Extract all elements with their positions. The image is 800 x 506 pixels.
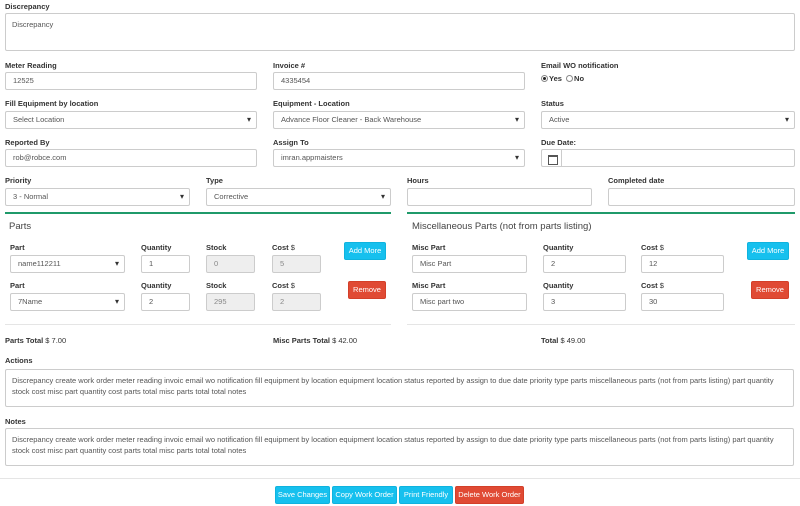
misc-quantity-input[interactable]: 3 bbox=[543, 293, 626, 311]
reported-by-label: Reported By bbox=[5, 138, 50, 147]
parts-total-label: Parts Total bbox=[5, 336, 44, 345]
cost-label-text: Cost bbox=[272, 243, 289, 252]
remove-part-button[interactable]: Remove bbox=[348, 281, 386, 299]
delete-work-order-button[interactable]: Delete Work Order bbox=[455, 486, 524, 504]
cost-label: Cost $ bbox=[272, 243, 295, 252]
email-wo-yes-label: Yes bbox=[549, 74, 562, 83]
invoice-input[interactable]: 4335454 bbox=[273, 72, 525, 90]
misc-bottom-divider bbox=[407, 324, 795, 325]
print-friendly-button[interactable]: Print Friendly bbox=[399, 486, 453, 504]
parts-section-divider bbox=[5, 212, 391, 214]
misc-cost-label-text: Cost bbox=[641, 281, 658, 290]
cost-input: 5 bbox=[272, 255, 321, 273]
part-select[interactable]: 7Name bbox=[10, 293, 125, 311]
email-wo-no-label: No bbox=[574, 74, 585, 83]
misc-quantity-label: Quantity bbox=[543, 243, 574, 252]
meter-reading-label: Meter Reading bbox=[5, 61, 57, 70]
misc-cost-input[interactable]: 30 bbox=[641, 293, 724, 311]
cost-label: Cost $ bbox=[272, 281, 295, 290]
misc-cost-input[interactable]: 12 bbox=[641, 255, 724, 273]
copy-work-order-button[interactable]: Copy Work Order bbox=[332, 486, 397, 504]
remove-misc-part-button[interactable]: Remove bbox=[751, 281, 789, 299]
quantity-label: Quantity bbox=[141, 281, 172, 290]
equipment-location-select[interactable]: Advance Floor Cleaner - Back Warehouse bbox=[273, 111, 525, 129]
grand-total-value: $ 49.00 bbox=[560, 336, 586, 345]
grand-total: Total $ 49.00 bbox=[541, 336, 585, 345]
misc-part-label: Misc Part bbox=[412, 281, 446, 290]
meter-reading-input[interactable]: 12525 bbox=[5, 72, 257, 90]
misc-cost-label: Cost $ bbox=[641, 243, 664, 252]
status-select[interactable]: Active bbox=[541, 111, 795, 129]
add-more-parts-button[interactable]: Add More bbox=[344, 242, 386, 260]
parts-title: Parts bbox=[9, 221, 32, 232]
parts-total: Parts Total $ 7.00 bbox=[5, 336, 66, 345]
equipment-location-label: Equipment - Location bbox=[273, 99, 350, 108]
part-select[interactable]: name112211 bbox=[10, 255, 125, 273]
actions-textarea[interactable]: Discrepancy create work order meter read… bbox=[5, 369, 794, 407]
email-wo-no-radio[interactable] bbox=[566, 75, 574, 82]
invoice-label: Invoice # bbox=[273, 61, 306, 70]
misc-parts-title: Miscellaneous Parts (not from parts list… bbox=[412, 221, 592, 232]
email-wo-options: Yes No bbox=[541, 74, 584, 83]
quantity-label: Quantity bbox=[141, 243, 172, 252]
due-date-input[interactable] bbox=[561, 149, 795, 167]
stock-input: 0 bbox=[206, 255, 255, 273]
hours-label: Hours bbox=[407, 176, 429, 185]
misc-quantity-label: Quantity bbox=[543, 281, 574, 290]
calendar-icon[interactable] bbox=[541, 149, 562, 167]
parts-total-value: $ 7.00 bbox=[45, 336, 67, 345]
parts-bottom-divider bbox=[5, 324, 391, 325]
misc-parts-total-value: $ 42.00 bbox=[332, 336, 358, 345]
assign-to-select[interactable]: imran.appmaisters bbox=[273, 149, 525, 167]
cost-input: 2 bbox=[272, 293, 321, 311]
misc-section-divider bbox=[407, 212, 795, 214]
quantity-input[interactable]: 2 bbox=[141, 293, 190, 311]
priority-select[interactable]: 3 - Normal bbox=[5, 188, 190, 206]
part-label: Part bbox=[10, 281, 25, 290]
grand-total-label: Total bbox=[541, 336, 559, 345]
misc-cost-currency: $ bbox=[659, 243, 664, 252]
email-wo-yes-radio[interactable] bbox=[541, 75, 548, 82]
misc-cost-label: Cost $ bbox=[641, 281, 664, 290]
email-wo-label: Email WO notification bbox=[541, 61, 619, 70]
part-label: Part bbox=[10, 243, 25, 252]
notes-label: Notes bbox=[5, 417, 26, 426]
completed-date-label: Completed date bbox=[608, 176, 665, 185]
misc-quantity-input[interactable]: 2 bbox=[543, 255, 626, 273]
type-label: Type bbox=[206, 176, 223, 185]
misc-cost-currency: $ bbox=[659, 281, 664, 290]
misc-cost-label-text: Cost bbox=[641, 243, 658, 252]
fill-equipment-select[interactable]: Select Location bbox=[5, 111, 257, 129]
footer-divider bbox=[0, 478, 800, 479]
type-select[interactable]: Corrective bbox=[206, 188, 391, 206]
cost-label-text: Cost bbox=[272, 281, 289, 290]
add-more-misc-button[interactable]: Add More bbox=[747, 242, 789, 260]
status-label: Status bbox=[541, 99, 564, 108]
cost-currency: $ bbox=[290, 281, 295, 290]
stock-label: Stock bbox=[206, 243, 227, 252]
misc-part-input[interactable]: Misc part two bbox=[412, 293, 527, 311]
misc-parts-total-label: Misc Parts Total bbox=[273, 336, 330, 345]
completed-date-input[interactable] bbox=[608, 188, 795, 206]
reported-by-input[interactable]: rob@robce.com bbox=[5, 149, 257, 167]
actions-label: Actions bbox=[5, 356, 33, 365]
stock-input: 295 bbox=[206, 293, 255, 311]
cost-currency: $ bbox=[290, 243, 295, 252]
misc-part-input[interactable]: Misc Part bbox=[412, 255, 527, 273]
quantity-input[interactable]: 1 bbox=[141, 255, 190, 273]
discrepancy-label: Discrepancy bbox=[5, 2, 50, 11]
priority-label: Priority bbox=[5, 176, 32, 185]
misc-part-label: Misc Part bbox=[412, 243, 446, 252]
due-date-label: Due Date: bbox=[541, 138, 577, 147]
notes-textarea[interactable]: Discrepancy create work order meter read… bbox=[5, 428, 794, 466]
stock-label: Stock bbox=[206, 281, 227, 290]
hours-input[interactable] bbox=[407, 188, 592, 206]
discrepancy-textarea[interactable]: Discrepancy bbox=[5, 13, 795, 51]
save-changes-button[interactable]: Save Changes bbox=[275, 486, 330, 504]
fill-equipment-label: Fill Equipment by location bbox=[5, 99, 99, 108]
misc-parts-total: Misc Parts Total $ 42.00 bbox=[273, 336, 357, 345]
assign-to-label: Assign To bbox=[273, 138, 309, 147]
